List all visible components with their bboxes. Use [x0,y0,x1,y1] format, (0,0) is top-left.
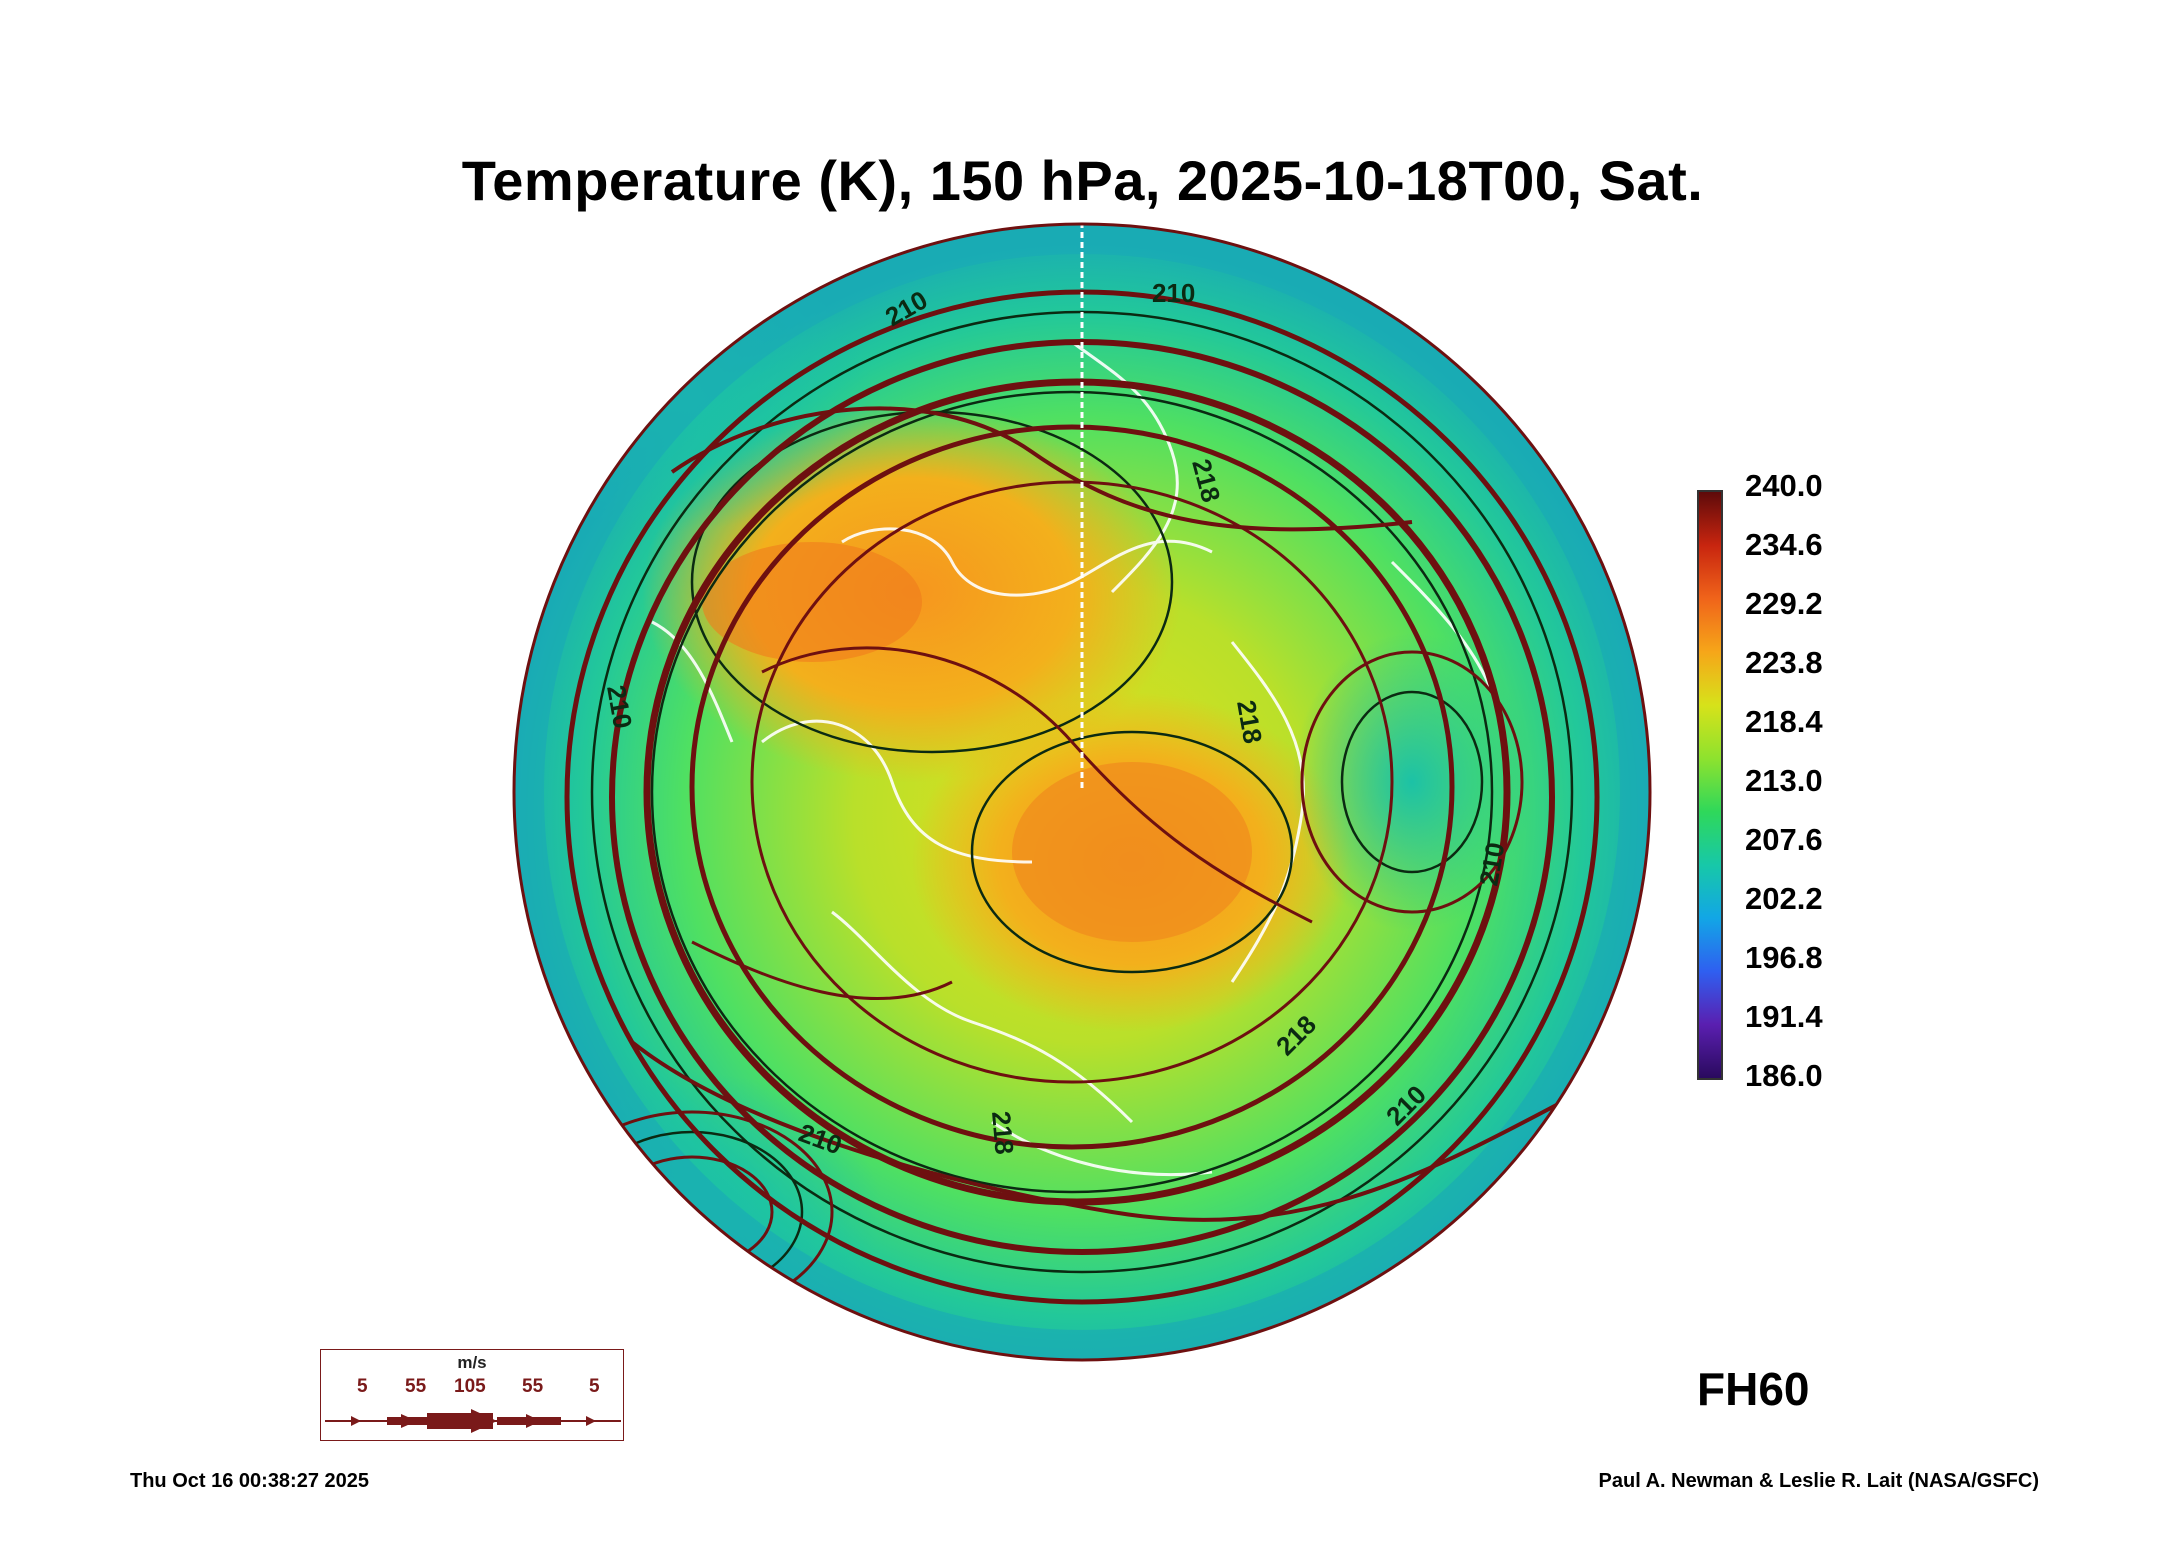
map-title: Temperature (K), 150 hPa, 2025-10-18T00,… [461,149,1704,212]
wind-scale-value: 105 [454,1376,486,1397]
wind-scale-value: 55 [405,1376,427,1397]
credit-text: Paul A. Newman & Leslie R. Lait (NASA/GS… [1598,1470,2039,1492]
colorbar-tick-label: 196.8 [1745,940,1823,975]
colorbar-tick-label: 191.4 [1745,999,1823,1034]
forecast-hour-label: FH60 [1697,1363,1810,1415]
colorbar-tick-label: 213.0 [1745,763,1823,798]
colorbar-tick-label: 234.6 [1745,527,1823,562]
colorbar-tick-label: 223.8 [1745,645,1823,680]
wind-scale-legend: m/s 5 55 105 55 5 [320,1349,624,1441]
colorbar-tick-label: 218.4 [1745,704,1823,739]
colorbar-tick-label: 240.0 [1745,468,1823,503]
wind-scale-unit: m/s [457,1353,487,1372]
colorbar-tick-label: 229.2 [1745,586,1823,621]
cool-region [1292,632,1532,932]
warm-region [702,542,922,662]
wind-scale-value: 5 [357,1376,368,1397]
polar-temperature-map: 210 210 210 210 218 218 218 218 210 210 [512,222,1652,1362]
contour-label: 210 [601,683,638,731]
wind-scale-value: 55 [522,1376,544,1397]
contour-label: 218 [986,1110,1020,1156]
colorbar [1697,490,1723,1080]
coastlines [651,340,1494,1177]
warm-region [1012,762,1252,942]
wind-scale-value: 5 [589,1376,600,1397]
colorbar-tick-label: 202.2 [1745,881,1823,916]
cool-region [514,1072,882,1352]
wind-scale-arrow [325,1409,621,1433]
contour-label: 210 [1473,840,1510,888]
contour-labels: 210 210 210 210 218 218 218 218 210 210 [601,278,1510,1160]
colorbar-tick-label: 207.6 [1745,822,1823,857]
contour-label: 210 [1152,278,1195,308]
colorbar-tick-label: 186.0 [1745,1058,1823,1093]
contour-label: 218 [1231,698,1268,746]
run-timestamp: Thu Oct 16 00:38:27 2025 [130,1470,370,1492]
